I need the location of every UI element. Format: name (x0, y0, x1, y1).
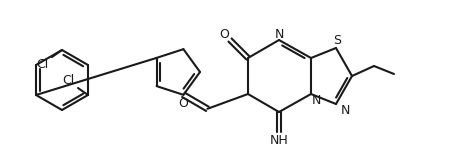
Text: Cl: Cl (36, 58, 48, 71)
Text: O: O (219, 27, 229, 41)
Text: S: S (333, 34, 341, 47)
Text: N: N (274, 29, 284, 41)
Text: O: O (178, 97, 188, 110)
Text: NH: NH (270, 134, 288, 148)
Text: N: N (340, 103, 350, 117)
Text: Cl: Cl (62, 73, 74, 86)
Text: N: N (311, 95, 321, 107)
